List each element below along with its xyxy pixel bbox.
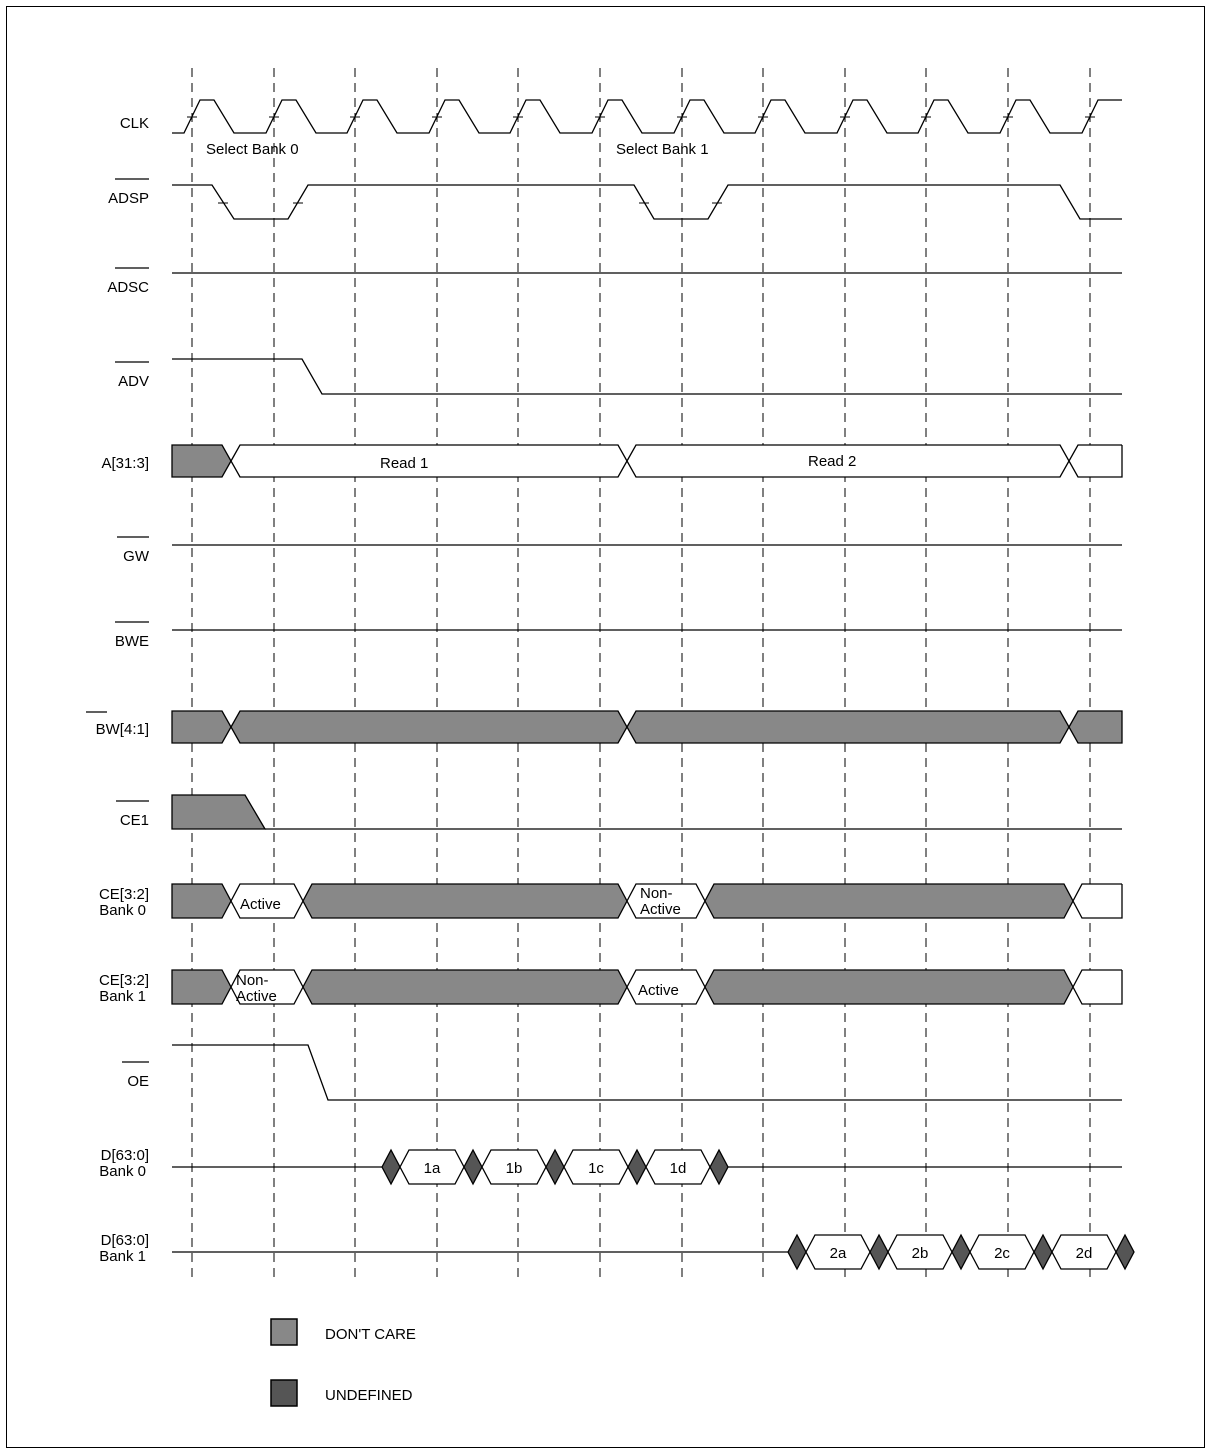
bus-value-active: Active — [638, 982, 679, 999]
signal-label-bwe: BWE — [115, 633, 149, 650]
undefined-region — [1115, 1233, 1135, 1271]
signal-label-adv: ADV — [118, 373, 149, 390]
data-value-1d: 1d — [670, 1160, 687, 1177]
data-value-2a: 2a — [830, 1245, 847, 1262]
oe-waveform — [172, 1044, 1122, 1101]
signal-label-adsp: ADSP — [108, 190, 149, 207]
dont-care-region — [171, 444, 232, 478]
bus-value-non-active-line1: Non- — [640, 885, 673, 902]
legend: DON'T CARE UNDEFINED — [270, 1318, 416, 1407]
undefined-region — [463, 1148, 483, 1186]
signal-label-address: A[31:3] — [101, 455, 149, 472]
signal-label-d-bank1-sub: Bank 1 — [99, 1248, 146, 1265]
data-value-2c: 2c — [994, 1245, 1010, 1262]
address-bus: Read 1 Read 2 — [171, 444, 1123, 478]
signal-label-ce32-bank1-sub: Bank 1 — [99, 988, 146, 1005]
bus-value-non-active-line2: Active — [236, 988, 277, 1005]
signal-labels: CLK ADSP ADSC ADV A[31:3] GW BWE BW[4:1]… — [86, 115, 150, 1265]
bus-cell-read-1 — [230, 444, 628, 478]
undefined-region — [381, 1148, 401, 1186]
signal-label-bw: BW[4:1] — [96, 721, 149, 738]
signal-label-ce32-bank1: CE[3:2] — [99, 972, 149, 989]
signal-label-ce1: CE1 — [120, 812, 149, 829]
annotation-select-bank-1: Select Bank 1 — [616, 141, 709, 158]
bus-value-non-active-line2: Active — [640, 901, 681, 918]
undefined-region — [709, 1148, 729, 1186]
signal-label-d-bank0: D[63:0] — [101, 1147, 149, 1164]
bus-value-read-1: Read 1 — [380, 455, 428, 472]
d-bank0-bus: 1a 1b 1c 1d — [172, 1148, 1122, 1186]
signal-label-adsc: ADSC — [107, 279, 149, 296]
bus-value-read-2: Read 2 — [808, 453, 856, 470]
signal-label-ce32-bank0-sub: Bank 0 — [99, 902, 146, 919]
clock-gridlines — [191, 68, 1091, 1278]
undefined-region — [627, 1148, 647, 1186]
signal-label-d-bank1: D[63:0] — [101, 1232, 149, 1249]
bus-value-active: Active — [240, 896, 281, 913]
adsp-waveform — [172, 184, 1122, 220]
legend-label-undefined: UNDEFINED — [325, 1387, 413, 1404]
adv-waveform — [172, 358, 1122, 395]
legend-swatch-dont-care — [270, 1318, 298, 1346]
d-bank1-bus: 2a 2b 2c 2d — [172, 1233, 1135, 1271]
legend-swatch-undefined — [270, 1379, 298, 1407]
undefined-region — [545, 1148, 565, 1186]
ce1-waveform — [171, 794, 1122, 830]
data-value-1a: 1a — [424, 1160, 441, 1177]
bw-bus — [171, 710, 1123, 744]
signal-label-oe: OE — [127, 1073, 149, 1090]
undefined-region — [787, 1233, 807, 1271]
diagram-frame — [6, 6, 1205, 1448]
data-value-2b: 2b — [912, 1245, 929, 1262]
annotation-select-bank-0: Select Bank 0 — [206, 141, 299, 158]
legend-label-dont-care: DON'T CARE — [325, 1326, 416, 1343]
data-value-2d: 2d — [1076, 1245, 1093, 1262]
ce32-bank0-bus: Active Non- Active — [171, 883, 1123, 919]
clk-waveform — [172, 99, 1122, 134]
signal-label-clk: CLK — [120, 115, 149, 132]
bus-value-non-active-line1: Non- — [236, 972, 269, 989]
data-value-1b: 1b — [506, 1160, 523, 1177]
ce32-bank1-bus: Non- Active Active — [171, 969, 1123, 1005]
undefined-region — [869, 1233, 889, 1271]
data-value-1c: 1c — [588, 1160, 604, 1177]
bus-cell-open — [1068, 444, 1123, 478]
signal-label-gw: GW — [123, 548, 150, 565]
signal-label-d-bank0-sub: Bank 0 — [99, 1163, 146, 1180]
undefined-region — [1033, 1233, 1053, 1271]
undefined-region — [951, 1233, 971, 1271]
signal-label-ce32-bank0: CE[3:2] — [99, 886, 149, 903]
